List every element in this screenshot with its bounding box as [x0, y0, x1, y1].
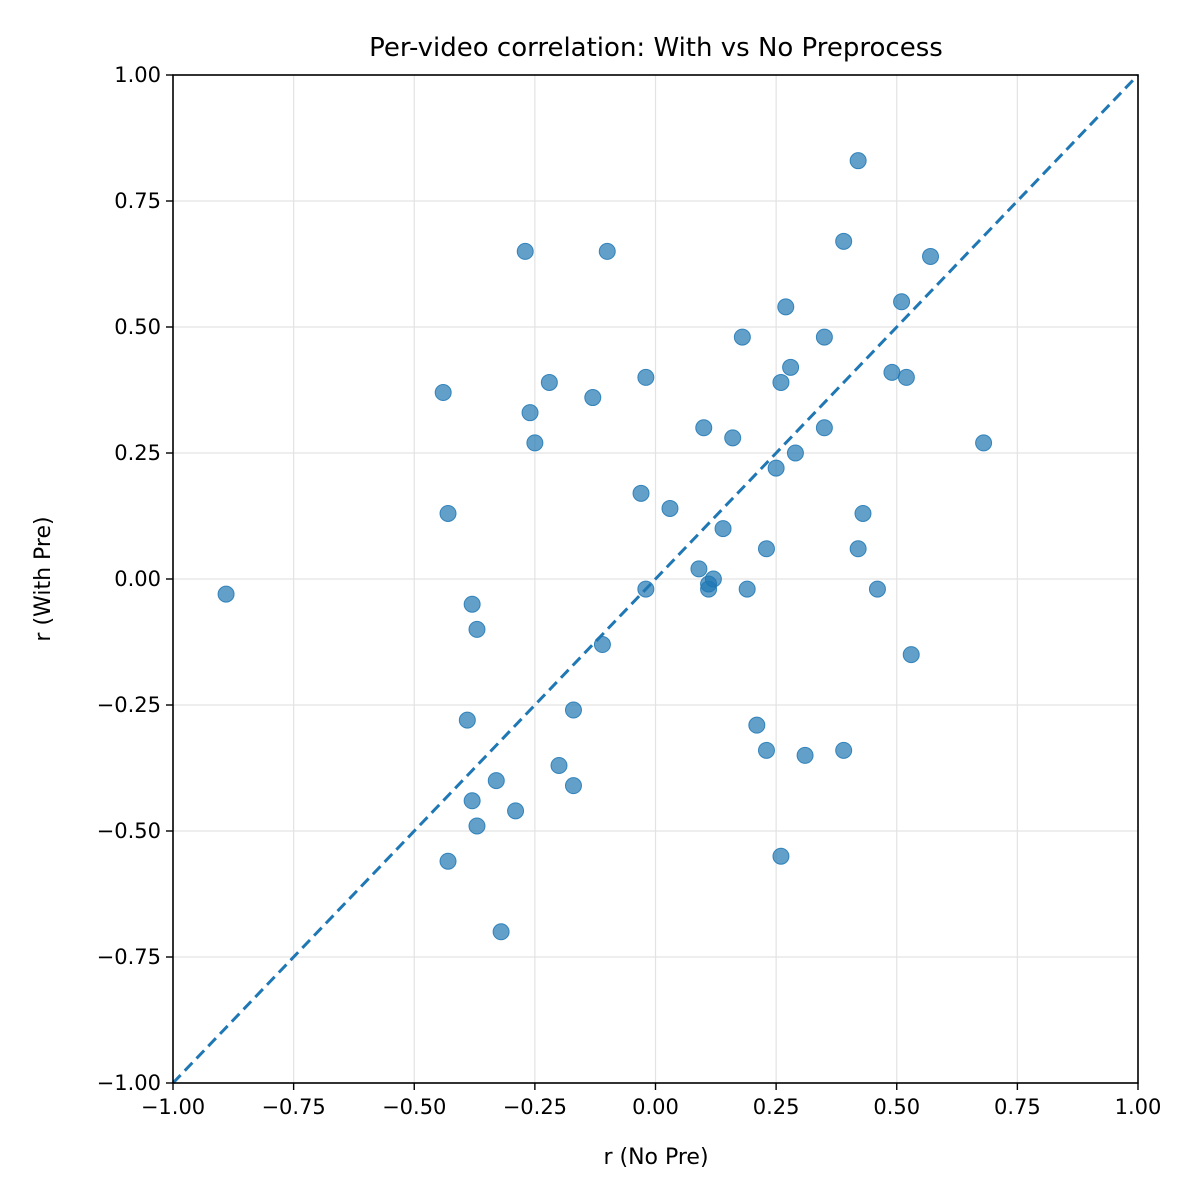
- scatter-point: [868, 580, 886, 598]
- scatter-point: [526, 434, 544, 452]
- scatter-point: [637, 580, 655, 598]
- scatter-point: [786, 444, 804, 462]
- scatter-point: [550, 756, 568, 774]
- scatter-point: [975, 434, 993, 452]
- scatter-point: [883, 363, 901, 381]
- scatter-point: [849, 152, 867, 170]
- axis-ticks: −1.00 −0.75 −0.50 −0.25 0.00 0.25 0.50 0.75 1.00…: [97, 63, 1162, 1119]
- scatter-point: [777, 298, 795, 316]
- y-tick-label: −0.75: [97, 945, 161, 969]
- scatter-point: [458, 711, 476, 729]
- y-tick-label: 0.75: [114, 189, 161, 213]
- scatter-point: [468, 620, 486, 638]
- x-tick-label: −1.00: [141, 1095, 205, 1119]
- scatter-point: [507, 802, 525, 820]
- scatter-point: [835, 232, 853, 250]
- scatter-point: [782, 358, 800, 376]
- scatter-point: [487, 772, 505, 790]
- scatter-point: [584, 389, 602, 407]
- scatter-point: [724, 429, 742, 447]
- scatter-point: [897, 368, 915, 386]
- x-tick-label: −0.75: [261, 1095, 325, 1119]
- scatter-point: [637, 368, 655, 386]
- scatter-point: [757, 540, 775, 558]
- scatter-point: [463, 792, 481, 810]
- scatter-point: [815, 328, 833, 346]
- scatter-point: [492, 923, 510, 941]
- scatter-point: [757, 741, 775, 759]
- scatter-point: [922, 247, 940, 265]
- x-tick-label: 0.25: [753, 1095, 800, 1119]
- scatter-point: [796, 746, 814, 764]
- y-tick-label: −0.25: [97, 693, 161, 717]
- scatter-point: [540, 373, 558, 391]
- y-axis-label: r (With Pre): [31, 516, 56, 641]
- chart-title: Per-video correlation: With vs No Prepro…: [369, 33, 943, 63]
- data-points: [217, 152, 993, 941]
- scatter-point: [217, 585, 235, 603]
- scatter-point: [714, 520, 732, 538]
- scatter-point: [439, 852, 457, 870]
- scatter-point: [893, 293, 911, 311]
- scatter-point: [767, 459, 785, 477]
- y-tick-label: −1.00: [97, 1071, 161, 1095]
- scatter-point: [463, 595, 481, 613]
- scatter-point: [772, 373, 790, 391]
- scatter-point: [521, 404, 539, 422]
- scatter-point: [516, 242, 534, 260]
- scatter-point: [632, 484, 650, 502]
- scatter-point: [902, 646, 920, 664]
- x-tick-label: 0.00: [632, 1095, 679, 1119]
- scatter-point: [704, 570, 722, 588]
- scatter-point: [849, 540, 867, 558]
- x-tick-label: 0.75: [994, 1095, 1041, 1119]
- y-tick-label: 0.25: [114, 441, 161, 465]
- x-axis-label: r (No Pre): [603, 1145, 708, 1170]
- reference-line-layer: [171, 73, 1140, 1085]
- scatter-point: [564, 777, 582, 795]
- y-tick-label: 0.00: [114, 567, 161, 591]
- x-tick-label: 0.50: [873, 1095, 920, 1119]
- y-tick-label: −0.50: [97, 819, 161, 843]
- y-tick-label: 1.00: [114, 63, 161, 87]
- scatter-point: [468, 817, 486, 835]
- scatter-point: [748, 716, 766, 734]
- scatter-point: [690, 560, 708, 578]
- scatter-point: [815, 419, 833, 437]
- x-tick-label: −0.50: [382, 1095, 446, 1119]
- scatter-point: [835, 741, 853, 759]
- identity-reference-line: [171, 73, 1140, 1085]
- scatter-point: [695, 419, 713, 437]
- scatter-point: [854, 504, 872, 522]
- scatter-point: [738, 580, 756, 598]
- y-tick-label: 0.50: [114, 315, 161, 339]
- scatter-point: [439, 504, 457, 522]
- scatter-point: [564, 701, 582, 719]
- x-tick-label: 1.00: [1115, 1095, 1162, 1119]
- scatter-point: [772, 847, 790, 865]
- scatter-point: [598, 242, 616, 260]
- scatter-point: [593, 636, 611, 654]
- x-tick-label: −0.25: [503, 1095, 567, 1119]
- scatter-point: [661, 499, 679, 517]
- scatter-point: [733, 328, 751, 346]
- scatter-point: [434, 384, 452, 402]
